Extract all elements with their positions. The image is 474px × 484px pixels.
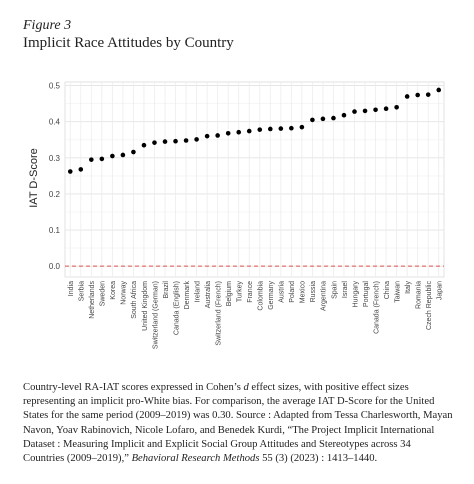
- data-point: [267, 126, 273, 132]
- data-point: [289, 125, 294, 131]
- data-point: [78, 167, 84, 172]
- x-tick-label: India: [68, 281, 75, 296]
- x-tick-label: Mexico: [300, 281, 307, 303]
- x-tick-label: Netherlands: [89, 281, 96, 319]
- x-tick-label: Japan: [437, 281, 444, 300]
- x-tick-labels: India Serbia Netherlands Sweden Korea Norway S…: [68, 281, 443, 350]
- data-point: [173, 138, 178, 144]
- x-tick-label: Korea: [110, 281, 117, 300]
- data-point: [404, 94, 410, 99]
- data-point: [425, 92, 431, 97]
- x-tick-label: South Africa: [131, 281, 138, 319]
- y-tick-label: 0.0: [49, 262, 61, 271]
- figure-label: Figure 3: [23, 18, 72, 33]
- y-tick-label: 0.1: [49, 226, 61, 235]
- data-point: [152, 140, 157, 145]
- caption-d: d: [243, 382, 249, 393]
- x-tick-label: Canada (English): [173, 281, 180, 335]
- x-tick-label: Canada (French): [373, 281, 380, 334]
- y-axis-label: IAT D-Score: [28, 148, 40, 208]
- x-tick-label: Italy: [405, 281, 412, 294]
- data-point: [352, 109, 357, 114]
- data-point: [373, 107, 378, 113]
- x-tick-label: Belgium: [226, 281, 233, 306]
- data-point: [362, 108, 368, 114]
- x-tick-label: Norway: [121, 281, 128, 305]
- data-point: [225, 130, 231, 136]
- data-point: [183, 138, 189, 143]
- x-tick-label: Austria: [279, 281, 286, 303]
- data-point: [415, 92, 420, 98]
- x-tick-label: Czech Republic: [426, 281, 433, 331]
- x-tick-label: Germany: [268, 281, 275, 310]
- data-point: [67, 169, 73, 174]
- grid-layer: [64, 81, 445, 278]
- data-point: [436, 87, 442, 93]
- x-tick-label: Spain: [331, 281, 338, 299]
- iat-chart: 0.0 0.1 0.2 0.3 0.4 0.5 India Serbia Netherland…: [28, 81, 445, 350]
- data-point: [278, 126, 284, 131]
- data-point: [299, 124, 305, 130]
- data-point: [131, 149, 136, 155]
- x-tick-label: Poland: [289, 281, 296, 303]
- figure-title: Implicit Race Attitudes by Country: [23, 35, 234, 51]
- x-tick-label: Australia: [205, 281, 212, 308]
- data-point: [236, 129, 242, 135]
- data-point: [89, 157, 94, 162]
- caption-journal: Behavioral Research Methods: [131, 453, 260, 465]
- x-tick-label: Romania: [415, 281, 422, 309]
- data-point: [141, 142, 147, 148]
- y-tick-label: 0.3: [49, 154, 61, 163]
- x-tick-label: France: [247, 281, 254, 303]
- figure-caption: Country-level RA-IAT scores expressed in…: [23, 381, 453, 466]
- data-point: [383, 106, 389, 112]
- data-point: [246, 128, 252, 134]
- data-point: [257, 127, 263, 132]
- data-point: [331, 115, 336, 121]
- plot-panel: [64, 81, 445, 278]
- data-point: [99, 156, 105, 162]
- caption-text-3: 55 (3) (2023) : 1413–1440.: [259, 453, 378, 465]
- x-tick-label: Switzerland (German): [152, 281, 159, 349]
- y-tick-label: 0.5: [49, 82, 61, 91]
- data-point: [110, 153, 115, 159]
- data-point: [162, 139, 168, 144]
- y-tick-label: 0.4: [49, 118, 61, 127]
- x-tick-label: Hungary: [352, 281, 359, 308]
- x-tick-label: Sweden: [100, 281, 107, 306]
- y-tick-labels: 0.0 0.1 0.2 0.3 0.4 0.5: [49, 82, 61, 272]
- y-tick-label: 0.2: [49, 190, 61, 199]
- x-tick-label: Switzerland (French): [215, 281, 222, 346]
- x-tick-label: Argentina: [321, 281, 328, 311]
- x-tick-label: Portugal: [363, 281, 370, 308]
- x-tick-label: Israel: [342, 281, 349, 299]
- caption-text-1: Country-level RA-IAT scores expressed in…: [23, 382, 244, 393]
- x-tick-label: United Kingdom: [142, 281, 149, 331]
- data-point: [310, 117, 315, 123]
- x-tick-label: Turkey: [237, 281, 244, 303]
- x-tick-label: Brazil: [163, 281, 170, 299]
- x-tick-label: Ireland: [194, 281, 201, 303]
- data-point: [120, 152, 126, 158]
- x-tick-label: China: [384, 281, 391, 299]
- x-tick-label: Denmark: [184, 281, 191, 310]
- points-layer: [67, 87, 442, 174]
- data-point: [394, 104, 399, 110]
- data-point: [194, 137, 199, 142]
- data-point: [204, 133, 210, 139]
- data-point: [215, 133, 220, 138]
- x-tick-label: Taiwan: [394, 281, 401, 303]
- x-tick-label: Russia: [310, 281, 317, 303]
- data-point: [341, 112, 347, 118]
- caption-text-2: effect sizes, with positive effect sizes…: [23, 382, 453, 465]
- data-point: [320, 116, 326, 122]
- x-tick-label: Serbia: [79, 281, 86, 301]
- x-tick-label: Colombia: [258, 281, 265, 311]
